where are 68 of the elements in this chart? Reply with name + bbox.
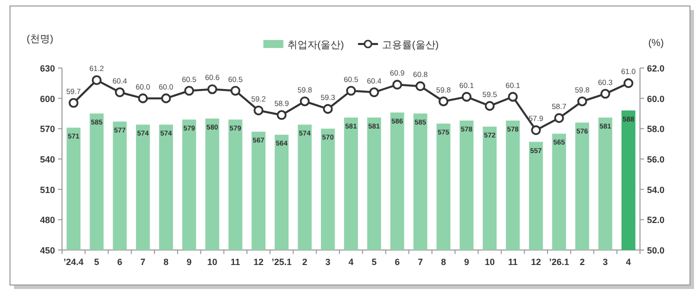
x-tick-label: ’24.4 — [64, 257, 84, 267]
x-tick-label: 3 — [602, 257, 608, 267]
x-tick-label: 6 — [394, 257, 400, 267]
point — [184, 86, 194, 96]
point — [138, 93, 148, 104]
point — [554, 113, 564, 123]
y-axis-title: (천명) — [26, 34, 54, 45]
y2-tick-label: 60.0 — [647, 94, 665, 104]
x-tick-label: 3 — [325, 257, 330, 267]
x-tick-label: 12 — [254, 257, 264, 267]
point — [577, 96, 588, 106]
point — [230, 86, 240, 96]
x-tick-label: 4 — [348, 257, 354, 267]
point — [68, 98, 78, 108]
legend-label: 취업자(울산) — [287, 40, 344, 51]
x-tick-label: 7 — [418, 257, 423, 267]
point — [600, 88, 610, 99]
point — [462, 92, 472, 102]
point — [484, 101, 495, 111]
y2-tick-label: 50.0 — [647, 246, 665, 256]
y2-tick-label: 62.0 — [647, 64, 665, 74]
y2-tick-label: 58.0 — [647, 124, 665, 134]
legend-label: 고용률(울산) — [382, 40, 439, 51]
x-tick-label: 10 — [484, 257, 495, 267]
x-tick-label: 11 — [230, 257, 240, 267]
x-tick-label: 4 — [626, 257, 631, 267]
y-tick-label: 480 — [40, 215, 55, 226]
point — [161, 93, 171, 104]
point — [508, 92, 518, 102]
point — [346, 86, 356, 96]
point — [322, 104, 333, 114]
y-tick-label: 600 — [40, 94, 55, 104]
point — [624, 78, 634, 88]
x-tick-label: 2 — [302, 257, 308, 267]
x-tick-label: 6 — [117, 257, 122, 267]
y2-tick-label: 56.0 — [647, 154, 665, 164]
x-tick-label: 5 — [94, 257, 100, 267]
y-tick-label: 510 — [40, 184, 55, 195]
x-tick-label: 7 — [140, 257, 146, 267]
point — [438, 96, 448, 106]
y-tick-label: 630 — [40, 64, 55, 74]
point — [369, 87, 380, 98]
x-tick-label: 5 — [372, 257, 377, 267]
point — [92, 75, 102, 86]
x-tick-label: 9 — [464, 257, 470, 267]
point — [254, 106, 264, 116]
x-tick-label: 8 — [440, 257, 446, 267]
y2-tick-label: 52.0 — [647, 215, 665, 226]
point — [300, 96, 310, 106]
point — [531, 125, 541, 136]
point — [276, 110, 287, 120]
x-tick-label: 8 — [164, 257, 169, 267]
y-tick-label: 450 — [40, 246, 55, 256]
point — [392, 80, 402, 90]
point — [207, 84, 218, 94]
point — [114, 87, 125, 98]
x-tick-label: 12 — [530, 257, 541, 267]
x-tick-label: ’25.1 — [272, 257, 292, 267]
point — [415, 81, 426, 92]
y2-axis-title: (%) — [648, 38, 664, 49]
y-tick-label: 540 — [40, 154, 55, 164]
y-tick-label: 570 — [40, 124, 55, 134]
x-tick-label: ’26.1 — [549, 257, 570, 267]
y2-tick-label: 54.0 — [647, 184, 665, 195]
x-tick-label: 10 — [207, 257, 218, 267]
x-tick-label: 11 — [508, 257, 518, 267]
x-tick-label: 2 — [580, 257, 585, 267]
x-tick-label: 9 — [186, 257, 192, 267]
